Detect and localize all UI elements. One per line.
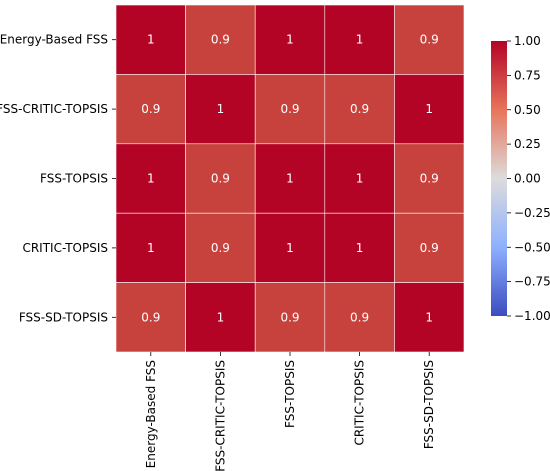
cell-annotation: 0.9 <box>211 241 230 255</box>
cell-annotation: 1 <box>425 310 433 324</box>
colorbar-tick-label: 1.00 <box>514 34 541 48</box>
cell-annotation: 0.9 <box>211 172 230 186</box>
heatmap-cell <box>254 212 326 283</box>
y-tick-label: Energy-Based FSS <box>0 33 108 47</box>
heatmap-cell <box>185 212 256 283</box>
cell-annotation: 0.9 <box>420 33 439 47</box>
cell-annotation: 1 <box>147 172 155 186</box>
colorbar-tick-label: −0.75 <box>514 275 550 289</box>
heatmap-cell <box>115 4 186 75</box>
x-tick-label: CRITIC-TOPSIS <box>353 360 367 446</box>
cell-annotation: 1 <box>356 33 364 47</box>
heatmap-annotations: 1 0.9 1 1 0.9 0.9 1 0.9 0.9 1 1 0.9 1 1 0.9 1 0.9 1 1 0.9 0.… <box>141 33 438 325</box>
heatmap-cell <box>254 4 326 75</box>
heatmap-cell <box>254 143 326 214</box>
colorbar-ticks: 1.00 0.75 0.50 0.25 0.00 −0.25 −0.50 −0.75 −1.00 <box>507 34 550 323</box>
heatmap-cell <box>394 282 465 353</box>
cell-annotation: 1 <box>425 102 433 116</box>
x-tick-label: Energy-Based FSS <box>144 360 158 468</box>
colorbar-tick-label: 0.75 <box>514 68 541 82</box>
cell-annotation: 1 <box>217 102 225 116</box>
y-tick-label: FSS-CRITIC-TOPSIS <box>0 102 108 116</box>
heatmap-cell <box>394 212 465 283</box>
colorbar-tick-label: −1.00 <box>514 309 550 323</box>
cell-annotation: 1 <box>147 33 155 47</box>
cell-annotation: 1 <box>356 172 364 186</box>
y-tick-label: FSS-SD-TOPSIS <box>19 310 108 324</box>
heatmap-cell <box>115 74 186 145</box>
cell-annotation: 0.9 <box>350 310 369 324</box>
colorbar-tick-label: −0.50 <box>514 240 550 254</box>
cell-annotation: 0.9 <box>280 102 299 116</box>
colorbar-tick-label: 0.25 <box>514 137 541 151</box>
heatmap-cell <box>254 282 326 353</box>
heatmap-cell <box>394 74 465 145</box>
heatmap-cell <box>394 143 465 214</box>
cell-annotation: 0.9 <box>141 310 160 324</box>
heatmap-cells <box>115 4 465 353</box>
heatmap-cell <box>394 4 465 75</box>
x-tick-labels: Energy-Based FSS FSS-CRITIC-TOPSIS FSS-TOP… <box>144 352 436 471</box>
colorbar-tick-label: 0.00 <box>514 172 541 186</box>
heatmap-cell <box>324 143 395 214</box>
cell-annotation: 1 <box>356 241 364 255</box>
heatmap-cell <box>185 143 256 214</box>
cell-annotation: 1 <box>147 241 155 255</box>
y-tick-label: FSS-TOPSIS <box>40 172 108 186</box>
cell-annotation: 1 <box>217 310 225 324</box>
heatmap-cell <box>324 212 395 283</box>
x-tick-label: FSS-TOPSIS <box>283 360 297 428</box>
cell-annotation: 0.9 <box>280 310 299 324</box>
heatmap-cell <box>185 282 256 353</box>
cell-annotation: 0.9 <box>420 172 439 186</box>
cell-annotation: 0.9 <box>211 33 230 47</box>
cell-annotation: 0.9 <box>350 102 369 116</box>
cell-annotation: 1 <box>286 172 294 186</box>
cell-annotation: 1 <box>286 241 294 255</box>
heatmap-cell <box>185 4 256 75</box>
cell-annotation: 1 <box>286 33 294 47</box>
heatmap-cell <box>254 74 326 145</box>
colorbar-tick-label: 0.50 <box>514 103 541 117</box>
x-tick-label: FSS-CRITIC-TOPSIS <box>213 360 227 471</box>
x-tick-label: FSS-SD-TOPSIS <box>422 360 436 449</box>
y-tick-labels: Energy-Based FSS FSS-CRITIC-TOPSIS FSS-TOP… <box>0 33 116 324</box>
cell-annotation: 0.9 <box>420 241 439 255</box>
colorbar-tick-label: −0.25 <box>514 206 550 220</box>
heatmap-cell <box>324 4 395 75</box>
y-tick-label: CRITIC-TOPSIS <box>22 241 108 255</box>
colorbar <box>491 41 507 316</box>
heatmap-cell <box>115 282 186 353</box>
cell-annotation: 0.9 <box>141 102 160 116</box>
